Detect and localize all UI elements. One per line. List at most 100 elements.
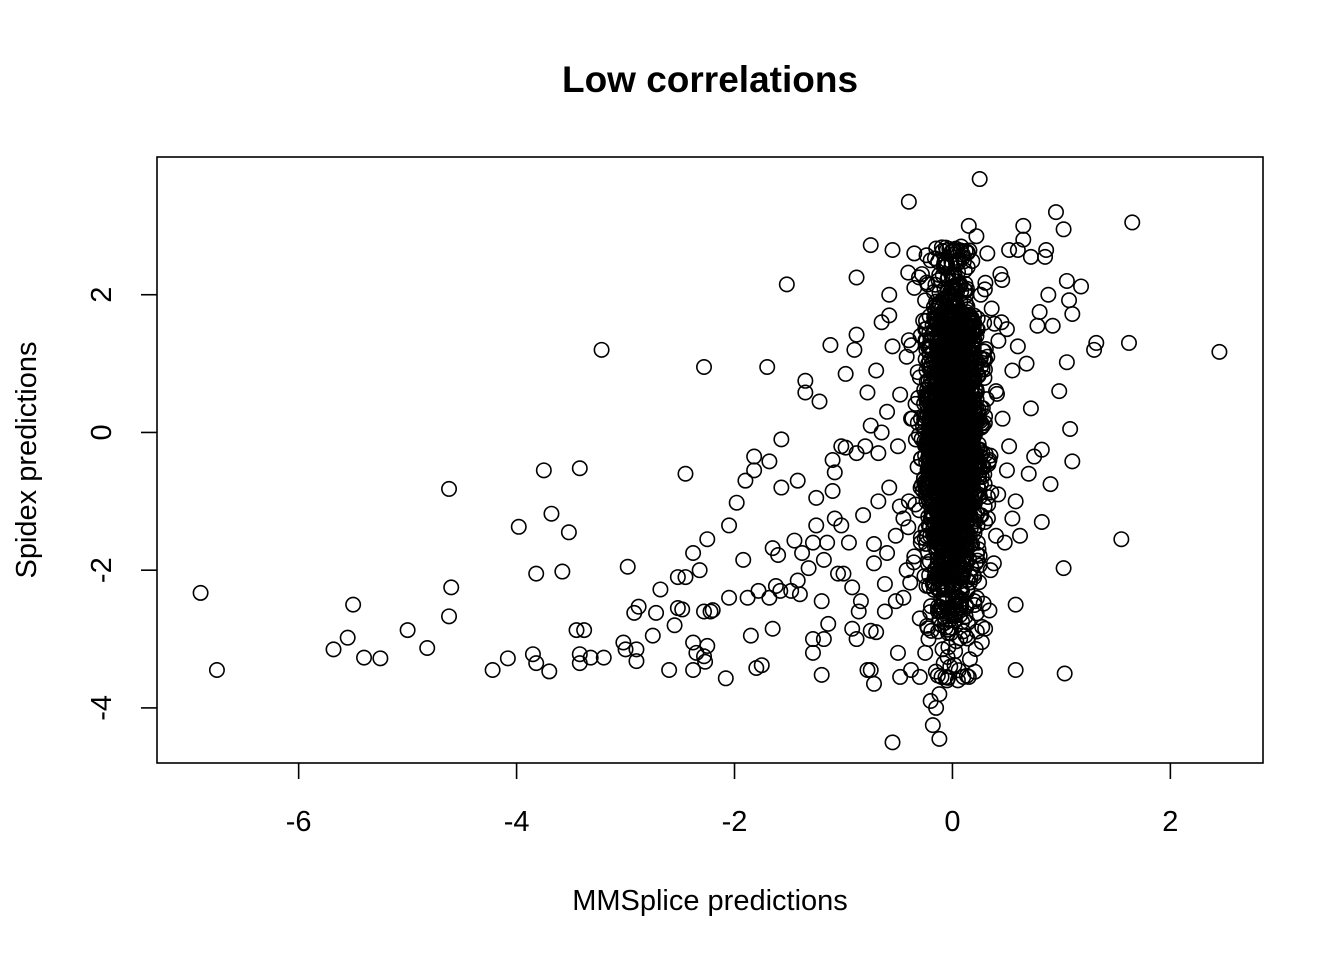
data-point [868,624,885,641]
data-point [1009,241,1026,258]
data-point [945,246,962,263]
data-point [1073,278,1090,295]
data-point [922,604,939,621]
data-point [950,662,967,679]
data-point [970,406,987,423]
data-point [934,641,951,658]
data-point [986,315,1003,332]
data-point [941,375,958,392]
data-point [833,517,850,534]
data-point [963,309,980,326]
data-point [852,593,869,610]
data-point [356,649,373,666]
data-point [1033,513,1050,530]
data-point [761,453,778,470]
y-tick-label: 2 [86,287,118,303]
data-point [737,472,754,489]
data-point [939,621,956,638]
data-point [957,282,974,299]
data-point [696,603,713,620]
data-point [750,582,767,599]
data-point [815,551,832,568]
data-point [813,593,830,610]
data-point [900,519,917,536]
data-point [441,608,458,625]
data-point [811,393,828,410]
data-point [969,534,986,551]
data-point [911,668,928,685]
data-point [1031,303,1048,320]
data-point [994,271,1011,288]
data-point [786,532,803,549]
data-point [820,615,837,632]
data-point [1004,362,1021,379]
data-point [192,584,209,601]
data-point [1007,596,1024,613]
x-tick-label: 2 [1162,806,1178,838]
data-point [925,527,942,544]
data-point [988,385,1005,402]
data-point [939,608,956,625]
plot-frame [156,156,1264,764]
data-point [939,548,956,565]
data-point [1001,438,1018,455]
data-point [958,667,975,684]
data-point [887,593,904,610]
data-point [976,281,993,298]
data-point [1064,306,1081,323]
data-point [1113,531,1130,548]
y-axis-label: Spidex predictions [11,342,43,579]
data-point [837,365,854,382]
data-point [1086,341,1103,358]
data-point [968,228,985,245]
data-point [966,373,983,390]
data-point [958,502,975,519]
data-point [1020,465,1037,482]
data-point [685,634,702,651]
data-point [571,646,588,663]
data-point [800,560,817,577]
data-point [742,627,759,644]
data-point [815,631,832,648]
data-point [971,171,988,188]
data-point [674,601,691,618]
data-point [903,337,920,354]
data-point [898,348,915,365]
data-point [881,286,898,303]
y-axis: -4 -2 0 2 [86,287,157,721]
x-tick-label: -6 [286,806,312,838]
x-tick-label: 0 [944,806,960,838]
data-point [918,528,935,545]
data-point [900,264,917,281]
data-point [862,237,879,254]
data-point [846,341,863,358]
data-point [1040,286,1057,303]
data-point [840,534,857,551]
data-point [881,479,898,496]
data-point [443,579,460,596]
y-tick-label: -2 [86,557,118,583]
data-point [808,517,825,534]
data-point [1042,476,1059,493]
data-point [929,667,946,684]
data-point [1211,343,1228,360]
data-point [918,320,935,337]
data-point [441,480,458,497]
data-point [208,662,225,679]
data-point [1088,334,1105,351]
data-point [804,534,821,551]
data-point [939,589,956,606]
data-point [582,649,599,666]
data-point [808,489,825,506]
data-point [1029,317,1046,334]
data-point [819,534,836,551]
data-point [524,646,541,663]
data-point [865,555,882,572]
data-point [1007,493,1024,510]
data-point [1055,560,1072,577]
data-point [704,602,721,619]
data-point [966,663,983,680]
data-point [484,662,501,679]
data-point [938,397,955,414]
